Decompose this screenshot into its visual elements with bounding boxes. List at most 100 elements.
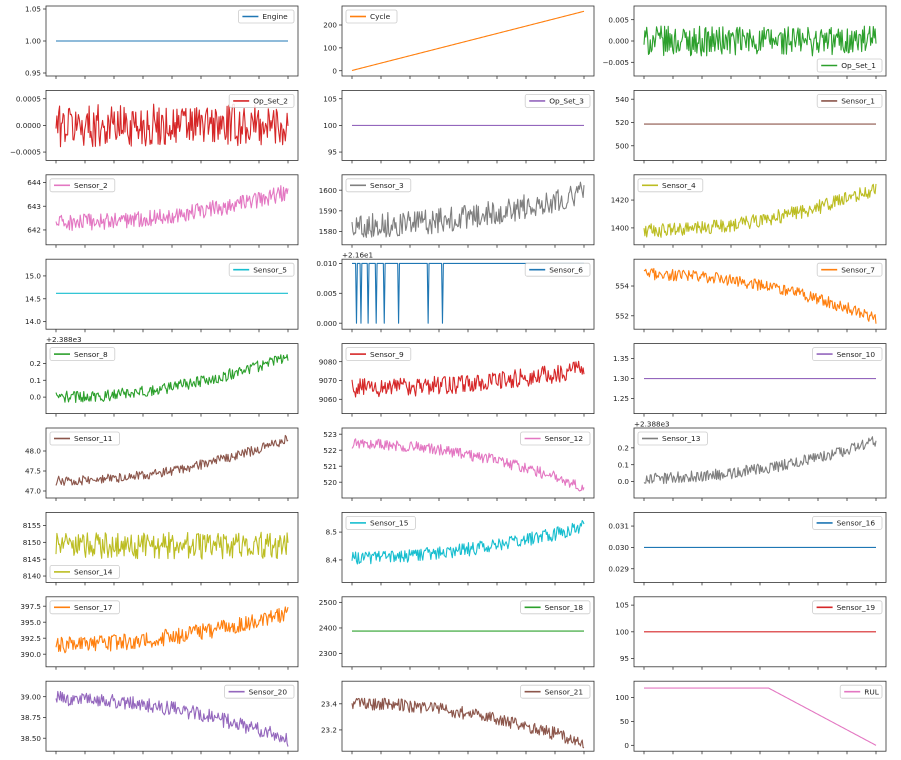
legend: Sensor_18 [520, 600, 591, 615]
y-tick-label: 48.0 [25, 447, 41, 456]
panel-sensor-1: 500 520 540 Sensor_1 [615, 90, 887, 164]
y-tick-label: 0.2 [30, 359, 41, 368]
legend-box [812, 516, 883, 530]
legend-box [520, 431, 591, 446]
axis-offset-label: +2.16e1 [342, 251, 373, 260]
y-tick-label: 8145 [23, 555, 41, 564]
y-tick-label: 0.0000 [16, 121, 42, 130]
y-tick-label: 500 [615, 141, 629, 150]
panel-sensor-6: 0.000 0.005 0.010 +2.16e1 Sensor_6 [316, 251, 595, 333]
y-tick-label: 15.0 [25, 272, 41, 281]
y-tick-label: 392.5 [20, 634, 41, 643]
legend: RUL [839, 684, 883, 699]
legend-box [49, 347, 116, 362]
legend-label: Sensor_15 [370, 519, 409, 528]
y-tick-label: 23.4 [321, 699, 337, 708]
series-line-sensor-4 [643, 183, 877, 238]
legend-label: Sensor_18 [545, 603, 584, 612]
legend-label: RUL [864, 687, 880, 696]
legend-box [228, 94, 295, 108]
legend-label: Sensor_1 [841, 97, 875, 106]
y-tick-label: 0.029 [608, 564, 629, 573]
y-tick-label: 9070 [319, 376, 338, 385]
legend-box [816, 58, 883, 73]
y-tick-label: 521 [323, 462, 337, 471]
panel-sensor-14: 8140 8145 8150 8155 Sensor_14 [23, 512, 299, 586]
y-tick-label: 523 [323, 430, 337, 439]
legend: Sensor_10 [812, 347, 883, 362]
legend-label: Sensor_14 [74, 568, 113, 577]
panel-sensor-8: 0.0 0.1 0.2 +2.388e3 Sensor_8 [30, 335, 299, 417]
y-tick-label: 9080 [319, 357, 338, 366]
legend-label: Sensor_11 [74, 434, 113, 443]
legend: Sensor_14 [49, 565, 120, 579]
legend-label: Sensor_5 [253, 265, 287, 274]
legend: Sensor_3 [345, 178, 412, 193]
legend-label: Sensor_16 [837, 519, 876, 528]
y-tick-label: 2400 [319, 624, 338, 633]
legend-box [839, 684, 883, 699]
y-tick-label: 2500 [319, 598, 338, 607]
y-tick-label: 23.2 [321, 726, 337, 735]
y-tick-label: 95 [620, 654, 629, 663]
series-line-sensor-21 [351, 697, 585, 749]
legend-box [49, 178, 116, 193]
series-line-op-set-1 [643, 25, 877, 57]
legend: Sensor_9 [345, 347, 412, 362]
y-tick-label: 100 [615, 693, 629, 702]
legend: Sensor_20 [224, 684, 295, 699]
series-line-sensor-17 [55, 606, 289, 654]
legend: Sensor_19 [812, 600, 883, 615]
y-tick-label: 9060 [319, 395, 338, 404]
legend-box [49, 565, 120, 579]
panel-sensor-12: 520 521 522 523 Sensor_12 [323, 427, 595, 501]
panel-sensor-9: 9060 9070 9080 Sensor_9 [319, 343, 595, 417]
panel-op-set-3: 95 100 105 Op_Set_3 [323, 90, 595, 164]
legend: Sensor_16 [812, 516, 883, 530]
y-tick-label: 643 [27, 202, 41, 211]
legend-label: Sensor_17 [74, 603, 113, 612]
legend-box [520, 684, 591, 699]
y-tick-label: 38.50 [20, 734, 41, 743]
legend-label: Sensor_10 [837, 350, 876, 359]
legend: Op_Set_3 [524, 94, 591, 108]
y-tick-label: 540 [615, 95, 629, 104]
legend-box [345, 178, 412, 193]
legend-box [345, 516, 416, 530]
y-tick-label: 1590 [319, 206, 338, 215]
y-tick-label: 1.30 [613, 374, 629, 383]
y-tick-label: 14.0 [25, 317, 41, 326]
y-tick-label: 100 [323, 121, 337, 130]
y-tick-label: 95 [328, 148, 337, 157]
y-tick-label: 14.5 [25, 294, 41, 303]
series-line-op-set-2 [55, 103, 289, 148]
panel-sensor-18: 2300 2400 2500 Sensor_18 [319, 596, 595, 670]
series-line-sensor-13 [643, 436, 877, 485]
y-tick-label: 1600 [319, 186, 338, 195]
axis-offset-label: +2.388e3 [46, 335, 82, 344]
panel-engine: 0.95 1.00 1.05 Engine [25, 5, 299, 79]
y-tick-label: 520 [323, 478, 337, 487]
legend: Sensor_21 [520, 684, 591, 699]
legend: Sensor_15 [345, 516, 416, 530]
series-line-cycle [351, 10, 585, 72]
y-tick-label: 50 [620, 717, 630, 726]
legend-label: Op_Set_2 [253, 97, 288, 106]
y-tick-label: 100 [323, 43, 337, 52]
series-line-sensor-2 [55, 185, 289, 231]
legend-box [49, 431, 120, 446]
legend-label: Sensor_19 [837, 603, 876, 612]
y-tick-label: 0.0005 [16, 94, 41, 103]
legend-box [816, 262, 883, 277]
legend: Sensor_1 [816, 94, 883, 108]
panel-sensor-13: 0.0 0.1 0.2 +2.388e3 Sensor_13 [618, 420, 887, 501]
legend-label: Sensor_2 [74, 181, 108, 190]
legend: Sensor_8 [49, 347, 116, 362]
y-tick-label: 1.00 [25, 37, 41, 46]
y-tick-label: 200 [323, 21, 337, 30]
y-tick-label: 390.0 [20, 650, 41, 659]
panel-sensor-21: 23.2 23.4 Sensor_21 [321, 680, 595, 755]
legend-label: Sensor_6 [549, 265, 583, 274]
legend: Sensor_11 [49, 431, 120, 446]
